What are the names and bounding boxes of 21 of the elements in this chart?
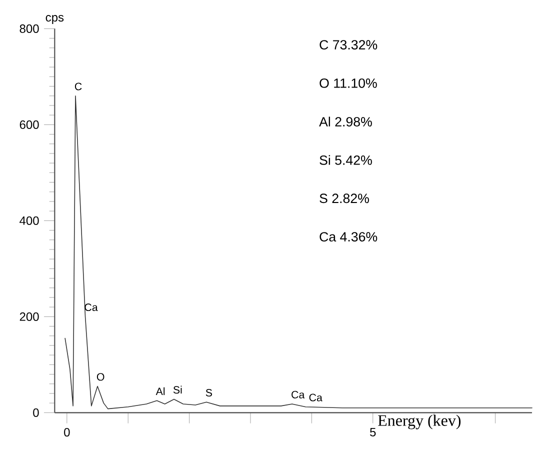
y-tick-label: 200: [20, 312, 39, 321]
annotation: C: [74, 82, 82, 90]
y-tick-label: 800: [20, 24, 39, 33]
x-tick-label: 5: [370, 428, 376, 436]
y-tick-label: 400: [20, 216, 39, 225]
annotation: Ca: [292, 390, 305, 398]
annotation: Al: [156, 387, 165, 396]
annotation: Si: [173, 386, 182, 394]
annotation: O 11.10%: [320, 78, 377, 88]
x-axis-title: Energy (kev): [378, 414, 461, 430]
annotation: Si 5.42%: [320, 155, 372, 165]
annotation: O: [96, 373, 104, 381]
y-axis-title: cps: [46, 15, 64, 24]
y-tick-label: 0: [33, 408, 39, 417]
y-tick-label: 600: [20, 120, 39, 129]
annotation: Ca: [309, 394, 322, 402]
annotation: Ca 4.36%: [320, 232, 378, 242]
annotation: S 2.82%: [320, 194, 369, 204]
annotation: C 73.32%: [320, 40, 378, 50]
annotation: Al 2.98%: [319, 116, 372, 126]
annotation: S: [206, 388, 212, 396]
